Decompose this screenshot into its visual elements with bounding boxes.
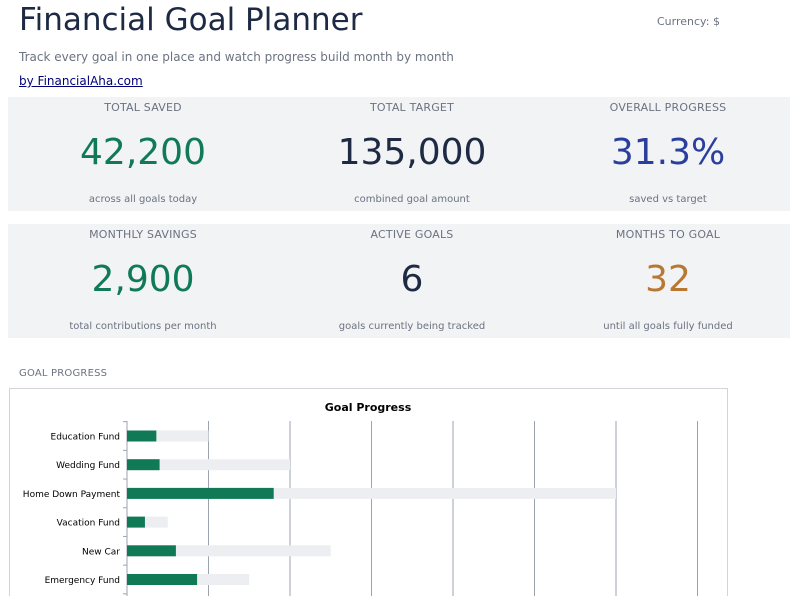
category-label: New Car (82, 547, 120, 557)
category-label: Education Fund (51, 433, 120, 443)
category-label: Emergency Fund (45, 576, 120, 586)
kpi-note: total contributions per month (69, 321, 217, 332)
kpi-monthly-savings: MONTHLY SAVINGS 2,900 total contribution… (9, 224, 277, 338)
kpi-row-2: MONTHLY SAVINGS 2,900 total contribution… (8, 224, 790, 338)
kpi-label: TOTAL TARGET (369, 101, 455, 114)
chart-svg: Goal Progress Education Fund Wedding Fund… (23, 401, 698, 596)
category-label: Wedding Fund (56, 461, 120, 471)
section-label: GOAL PROGRESS (19, 368, 108, 379)
kpi-note: saved vs target (629, 194, 707, 205)
target-bar (127, 459, 290, 471)
saved-bar (127, 459, 160, 471)
saved-bar (127, 487, 274, 499)
source-link[interactable]: by FinancialAha.com (19, 74, 143, 88)
kpi-note: combined goal amount (354, 194, 470, 205)
kpi-label: MONTHS TO GOAL (615, 228, 721, 241)
page-subtitle: Track every goal in one place and watch … (19, 50, 454, 64)
category-label: Vacation Fund (57, 519, 120, 529)
kpi-row-1: TOTAL SAVED 42,200 across all goals toda… (8, 97, 790, 211)
kpi-note: until all goals fully funded (603, 321, 733, 332)
saved-bar (127, 516, 145, 528)
category-label: Home Down Payment (23, 490, 121, 500)
kpi-label: ACTIVE GOALS (370, 228, 454, 241)
kpi-note: goals currently being tracked (338, 321, 486, 332)
target-bar (127, 487, 616, 499)
target-bar (127, 430, 209, 442)
target-bar (127, 545, 331, 557)
saved-bar (127, 430, 157, 442)
kpi-active-goals: ACTIVE GOALS 6 goals currently being tra… (278, 224, 546, 338)
kpi-value: 42,200 (80, 132, 206, 173)
page-title: Financial Goal Planner (19, 2, 363, 38)
kpi-label: MONTHLY SAVINGS (89, 228, 197, 241)
target-bar (127, 516, 168, 528)
saved-bar (127, 574, 198, 585)
kpi-note: across all goals today (88, 194, 198, 205)
kpi-total-target: TOTAL TARGET 135,000 combined goal amoun… (278, 97, 546, 211)
chart-title: Goal Progress (325, 401, 412, 414)
currency-label: Currency: $ (657, 15, 720, 28)
kpi-value: 31.3% (610, 132, 726, 173)
kpi-value: 6 (400, 259, 424, 300)
saved-bar (127, 545, 176, 557)
kpi-months-to-goal: MONTHS TO GOAL 32 until all goals fully … (534, 224, 800, 338)
goal-progress-chart: Goal Progress Education Fund Wedding Fund… (9, 388, 728, 596)
kpi-value: 135,000 (337, 132, 487, 173)
kpi-value: 2,900 (91, 259, 195, 300)
kpi-label: OVERALL PROGRESS (609, 101, 727, 114)
kpi-value: 32 (645, 259, 691, 300)
kpi-total-saved: TOTAL SAVED 42,200 across all goals toda… (9, 97, 277, 211)
kpi-overall-progress: OVERALL PROGRESS 31.3% saved vs target (534, 97, 800, 211)
kpi-label: TOTAL SAVED (104, 101, 182, 114)
